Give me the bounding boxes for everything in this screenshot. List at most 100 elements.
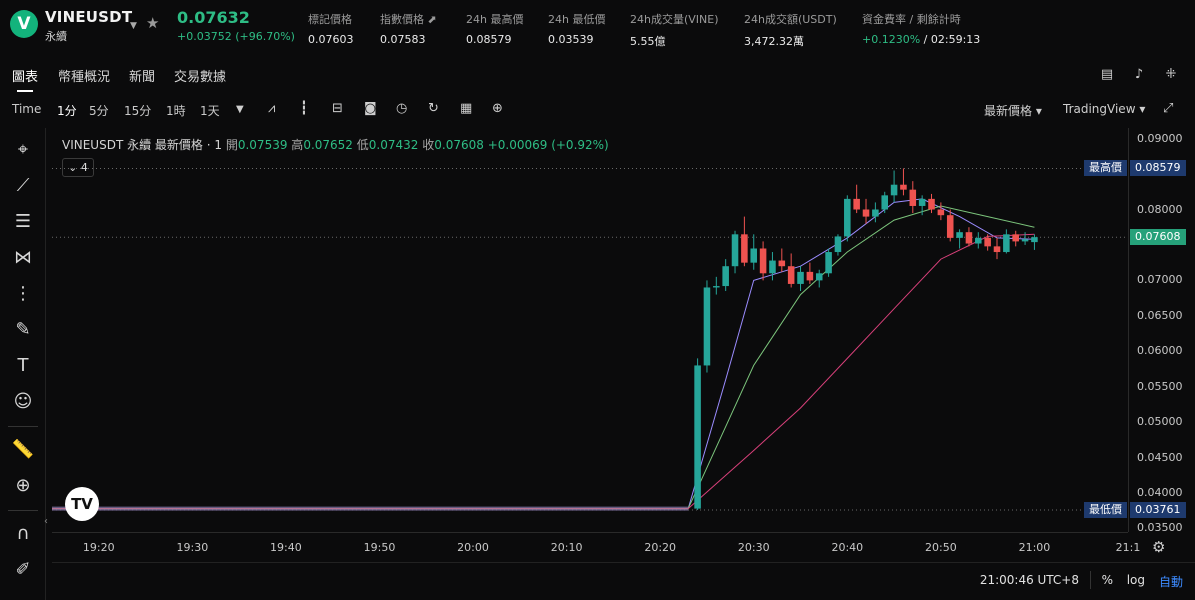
crosshair-icon[interactable]: ⌖ <box>17 139 29 160</box>
price-tick-label: 0.03500 <box>1137 521 1183 535</box>
time-tick-label: 20:20 <box>644 541 677 554</box>
candle-body <box>787 266 795 284</box>
interval-15m[interactable]: 15分 <box>124 104 152 118</box>
stat-funding-rate: 資金費率 / 剩餘計時 +0.1230% / 02:59:13 <box>862 11 980 46</box>
clock-timezone[interactable]: 21:00:46 UTC+8 <box>979 573 1079 587</box>
add-indicator-icon[interactable]: ⊕ <box>492 101 503 116</box>
price-tick-label: 0.06000 <box>1137 344 1183 358</box>
ohlc-legend: VINEUSDT 永續 最新價格 · 1 開0.07539 高0.07652 低… <box>62 136 609 153</box>
tab-trading-data[interactable]: 交易數據 <box>174 70 227 85</box>
legend-high-label: 高 <box>291 138 304 152</box>
tab-coin-overview[interactable]: 幣種概況 <box>58 70 111 85</box>
candle-body <box>862 209 870 217</box>
calendar-icon[interactable]: ▦ <box>460 101 473 116</box>
stat-label: 資金費率 / 剩餘計時 <box>862 13 961 26</box>
brush-icon[interactable]: ✎ <box>15 319 31 340</box>
time-label[interactable]: Time <box>12 102 42 116</box>
time-tick-label: 19:50 <box>363 541 396 554</box>
stat-value: 3,472.32萬 <box>744 35 804 48</box>
candle-body <box>722 266 729 287</box>
active-tab-indicator <box>17 90 33 92</box>
low-price-value: 0.03761 <box>1130 501 1186 518</box>
funding-countdown: / 02:59:13 <box>923 33 981 46</box>
candle-body <box>815 273 823 281</box>
replay-icon[interactable]: ↻ <box>428 101 439 116</box>
interval-1h[interactable]: 1時 <box>166 104 186 118</box>
candle-body <box>909 189 917 206</box>
text-tool-icon[interactable]: T <box>17 355 29 376</box>
candle-body <box>975 237 982 244</box>
auto-scale-button[interactable]: 自動 <box>1158 575 1183 589</box>
interval-1d[interactable]: 1天 <box>200 104 220 118</box>
alert-bell-icon[interactable]: ♪ <box>1134 67 1144 82</box>
candle-body <box>1012 234 1019 242</box>
low-price-label: 最低價 <box>1084 501 1127 518</box>
grid-layout-icon[interactable]: ⁜ <box>1165 67 1177 82</box>
current-price-tag: 0.07608 <box>1130 229 1186 246</box>
symbol-name[interactable]: VINEUSDT <box>45 8 133 26</box>
tab-news[interactable]: 新聞 <box>129 70 156 85</box>
candle-body <box>881 195 889 210</box>
candle-body <box>797 271 804 284</box>
log-scale-button[interactable]: log <box>1126 573 1145 587</box>
moving-average-line-2 <box>687 205 1035 509</box>
candle-type-icon[interactable]: ┇ <box>300 101 308 116</box>
fullscreen-icon[interactable]: ⤢ <box>1163 101 1174 116</box>
time-axis[interactable]: 19:20 19:30 19:40 19:50 20:00 20:10 20:20 20:30… <box>52 532 1140 562</box>
tradingview-logo-icon[interactable]: TV <box>65 487 99 521</box>
stat-value: 5.55億 <box>630 35 666 48</box>
percent-scale-button[interactable]: % <box>1101 573 1113 587</box>
stat-mark-price: 標記價格 0.07603 <box>308 11 354 46</box>
symbol-dropdown-icon[interactable]: ▼ <box>130 21 137 31</box>
horizontal-lines-icon[interactable]: ☰ <box>14 211 32 232</box>
legend-low-label: 低 <box>356 138 369 152</box>
magnet-icon[interactable]: ∩ <box>16 523 30 544</box>
stat-index-price[interactable]: 指數價格 ⬈ 0.07583 <box>380 11 437 46</box>
notes-icon[interactable]: ▤ <box>1100 67 1114 82</box>
indicators-icon[interactable]: ⩘ <box>268 101 276 116</box>
candle-body <box>918 198 926 206</box>
legend-high: 0.07652 <box>303 138 353 152</box>
ticker-header: V VINEUSDT 永續 ▼ ★ 0.07632 +0.03752 (+96.… <box>0 0 1195 56</box>
indicator-toggle[interactable]: ⌄ 4 <box>62 158 94 177</box>
time-tick-label: 20:00 <box>457 541 489 554</box>
stat-24h-volume: 24h成交量(VINE) 5.55億 <box>630 11 719 49</box>
interval-1m[interactable]: 1分 <box>57 104 77 118</box>
legend-open: 0.07539 <box>237 138 288 152</box>
stat-value: 0.07583 <box>380 33 426 46</box>
stat-value: 0.03539 <box>548 33 594 46</box>
price-scale[interactable]: 0.09000 0.08000 0.07000 0.06500 0.06000 0.055… <box>1128 128 1195 535</box>
symbol-block[interactable]: VINEUSDT 永續 <box>45 8 132 44</box>
screenshot-icon[interactable]: ◙ <box>364 101 377 116</box>
candle-body <box>853 198 860 210</box>
lock-drawings-icon[interactable]: ✐ <box>15 559 31 580</box>
alarm-clock-icon[interactable]: ◷ <box>396 101 408 116</box>
candle-body <box>965 232 973 244</box>
compare-icon[interactable]: ⊟ <box>332 101 343 116</box>
drawing-toolbar: ⌖ ⟋ ☰ ⋈ ⋮ ✎ T ☺ 📏 ⊕ ∩ ✐ <box>0 128 46 600</box>
collapse-toolbar-icon[interactable]: ‹ <box>44 516 48 527</box>
pattern-icon[interactable]: ⋈ <box>14 247 32 268</box>
tab-chart[interactable]: 圖表 <box>12 70 39 85</box>
candle-body <box>928 198 935 210</box>
ruler-icon[interactable]: 📏 <box>11 439 35 460</box>
view-mode-select[interactable]: TradingView ▾ <box>1063 102 1146 116</box>
price-type-select[interactable]: 最新價格 ▾ <box>984 104 1042 118</box>
candle-body <box>825 252 832 274</box>
moving-average-line-3 <box>687 233 1035 509</box>
interval-5m[interactable]: 5分 <box>89 104 109 118</box>
chart-canvas[interactable] <box>52 128 1128 532</box>
interval-dropdown-icon[interactable]: ▼ <box>236 104 244 115</box>
price-tick-label: 0.04500 <box>1137 450 1183 464</box>
trendline-icon[interactable]: ⟋ <box>16 175 30 196</box>
candle-body <box>946 215 954 238</box>
legend-change: +0.00069 (+0.92%) <box>487 138 609 152</box>
fib-icon[interactable]: ⋮ <box>14 283 32 304</box>
chart-settings-icon[interactable]: ⚙ <box>1152 538 1166 556</box>
favorite-star-icon[interactable]: ★ <box>146 14 160 32</box>
emoji-icon[interactable]: ☺ <box>13 391 33 412</box>
candlestick-chart[interactable] <box>52 128 1128 532</box>
indicator-count: 4 <box>80 161 88 174</box>
zoom-in-icon[interactable]: ⊕ <box>15 475 31 496</box>
price-block: 0.07632 +0.03752 (+96.70%) <box>177 8 295 43</box>
